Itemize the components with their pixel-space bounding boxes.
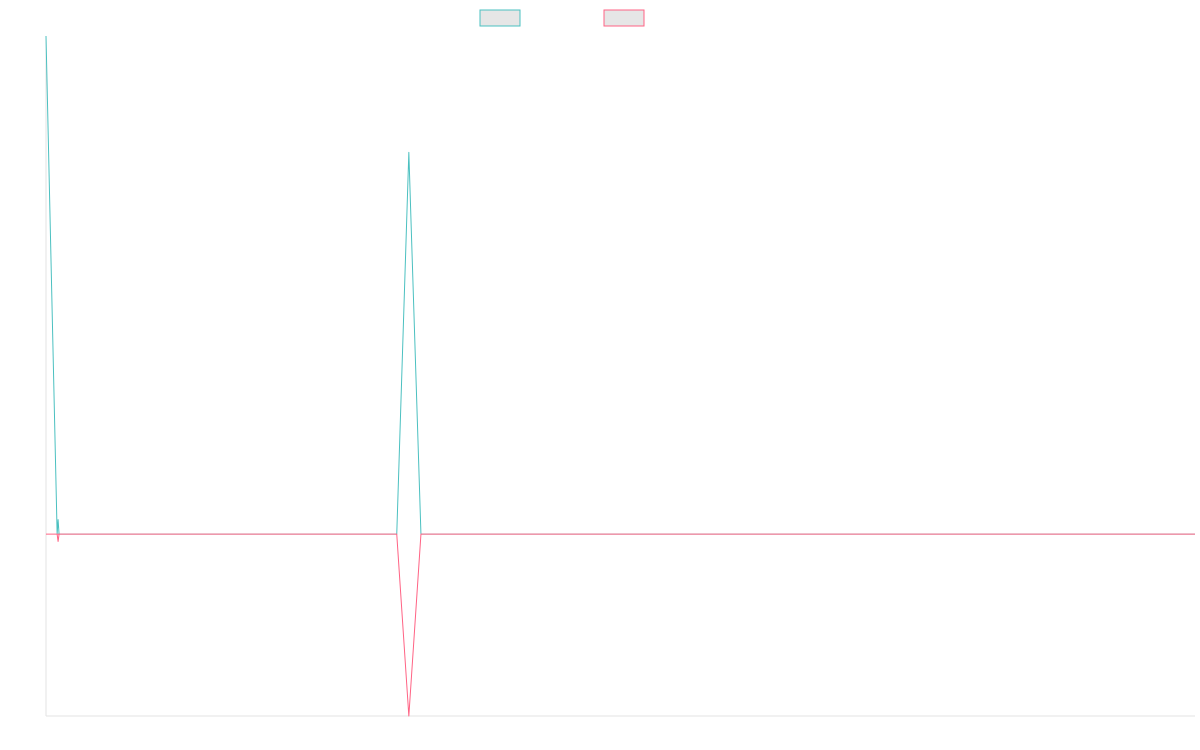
legend-swatch-series-2[interactable] [603, 9, 645, 27]
series-line-2 [46, 533, 1195, 717]
legend [479, 9, 645, 27]
axes [45, 36, 1195, 717]
series-layer [45, 35, 1195, 717]
series-line-1 [45, 35, 1195, 535]
legend-swatch-series-1[interactable] [479, 9, 521, 27]
